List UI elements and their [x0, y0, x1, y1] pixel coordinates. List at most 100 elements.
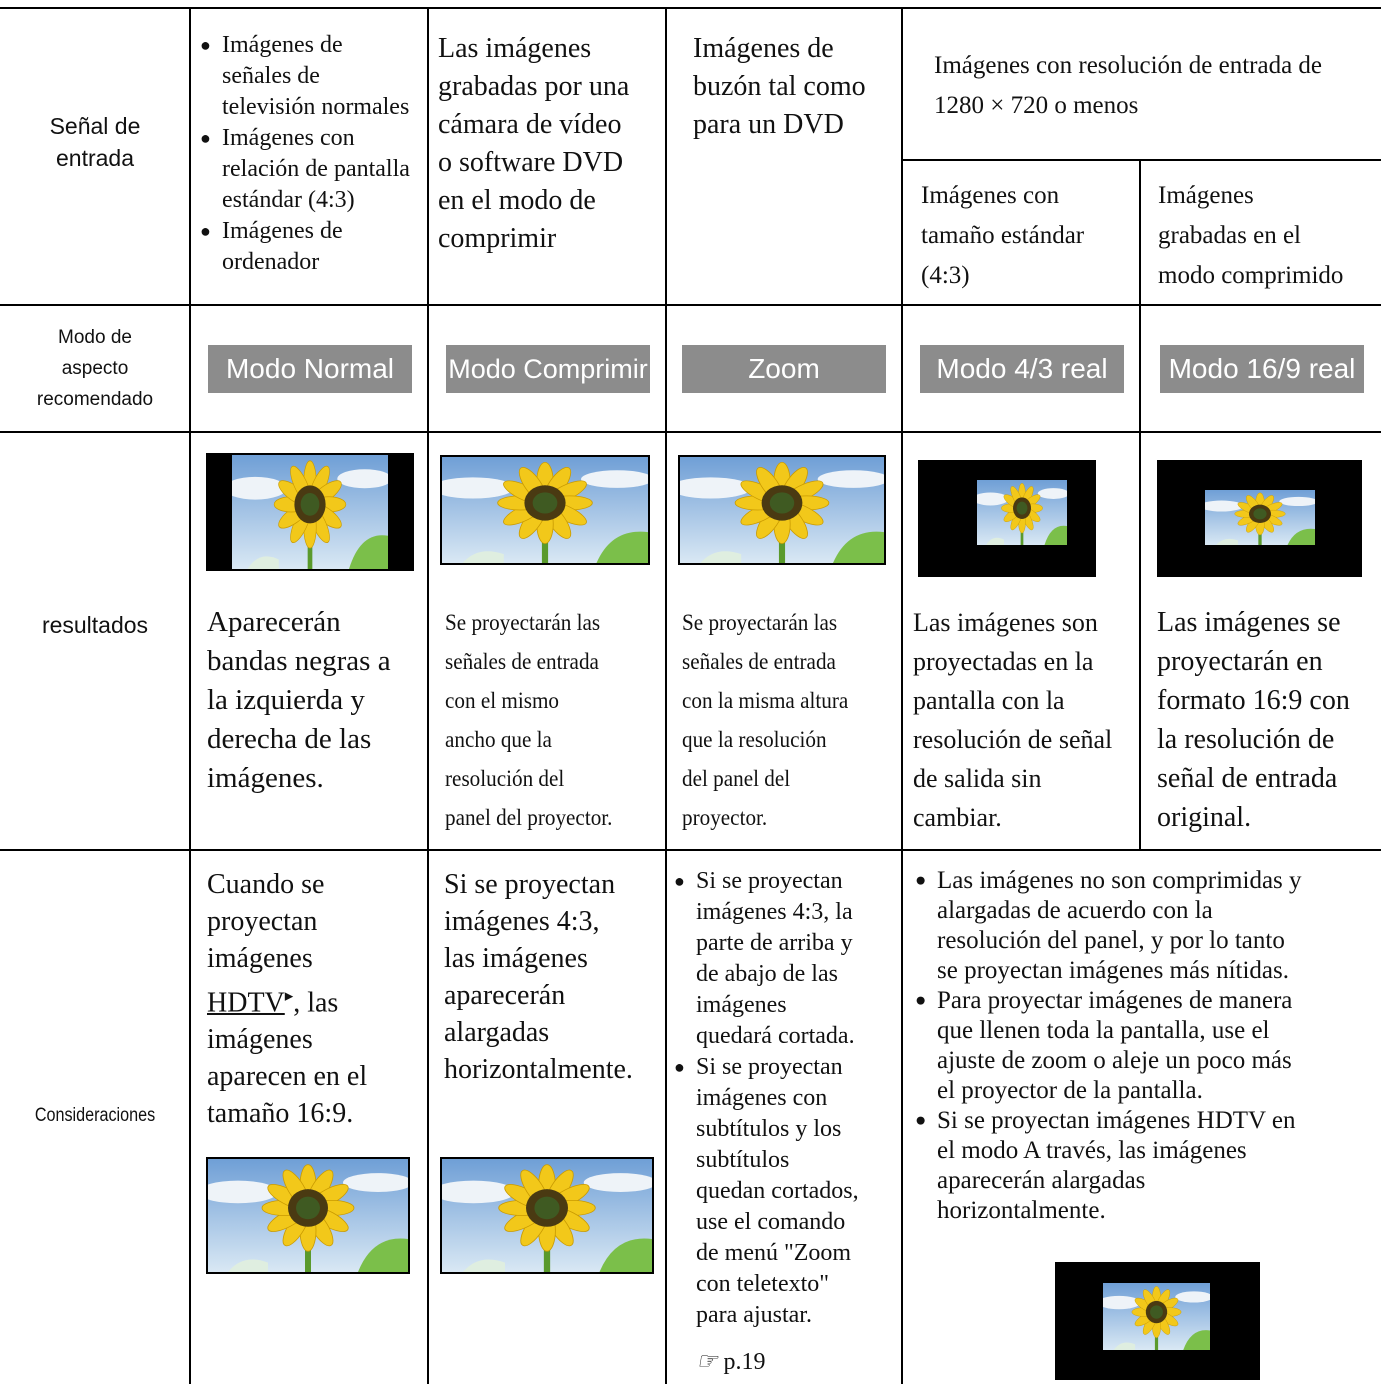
text-line: tamaño 16:9.	[207, 1098, 354, 1130]
text-line: imágenes	[696, 992, 787, 1018]
cell: Se proyectarán las señales de entrada con …	[445, 603, 612, 837]
text-line: Imágenes con	[222, 125, 355, 151]
text-line: proyectadas en la	[913, 647, 1094, 676]
text-line: señales de entrada	[445, 649, 599, 674]
text-line: resolución de señal	[913, 725, 1113, 754]
text-line: Imágenes	[1158, 182, 1254, 209]
consideration-image	[1055, 1262, 1260, 1380]
cell: Imágenes con tamaño estándar (4:3)	[921, 176, 1084, 296]
text-line: de salida sin	[913, 764, 1042, 793]
text-line: que llenen toda la pantalla, use el	[937, 1017, 1270, 1044]
bullet-item: Si se proyectan imágenes 4:3, la parte de …	[674, 866, 859, 1052]
text-line: horizontalmente.	[444, 1054, 633, 1085]
text-line: Si se proyectan	[444, 869, 616, 900]
text-line: resolución del panel, y por lo tanto	[937, 927, 1285, 954]
text-line: se proyectan imágenes más nítidas.	[937, 957, 1289, 984]
row-label: Consideraciones	[34, 1105, 156, 1126]
text-line: Las imágenes se	[1157, 607, 1341, 638]
text-line: Si se proyectan imágenes HDTV en	[937, 1107, 1296, 1134]
cell: Imágenes grabadas en el modo comprimido	[1158, 176, 1343, 296]
cell: Imágenes con resolución de entrada de 128…	[934, 46, 1322, 126]
cell: Cuando se proyectan imágenes HDTV▸, las imág…	[207, 866, 367, 1132]
text-line: de menú "Zoom	[696, 1240, 852, 1266]
text-line: relación de pantalla	[222, 156, 410, 182]
term-link: HDTV	[207, 987, 285, 1019]
text-line: bandas negras a	[207, 645, 391, 677]
text-line: imágenes 4:3,	[444, 906, 600, 937]
text-line: panel del proyector.	[445, 805, 613, 830]
text-line: ancho que la	[445, 727, 552, 752]
text-line: pantalla con la	[913, 686, 1065, 715]
text-line: imágenes	[207, 943, 313, 974]
page-ref: ☞ p.19	[696, 1349, 766, 1375]
consideration-image	[440, 1157, 654, 1274]
text-line: señal de entrada	[1157, 763, 1338, 794]
text-line: grabadas en el	[1158, 222, 1301, 249]
result-image	[206, 453, 414, 571]
text-line: Imágenes de	[222, 218, 343, 244]
text-line: el modo A través, las imágenes	[937, 1137, 1247, 1164]
row-label: Señal de entrada	[0, 110, 190, 174]
text-line: señales de entrada	[682, 649, 836, 674]
text-line: aparecerán alargadas	[937, 1167, 1146, 1194]
arrow-icon: ▸	[284, 986, 294, 1005]
text-line: recomendado	[36, 389, 154, 410]
text-line: proyector.	[682, 805, 768, 830]
text-line: con teletexto"	[696, 1271, 830, 1297]
cell: Las imágenes son proyectadas en la pantall…	[913, 603, 1112, 837]
text-line: en el modo de	[438, 185, 596, 216]
text-line: cámara de vídeo	[438, 109, 622, 140]
text-line: parte de arriba y	[696, 930, 853, 956]
text-line: original.	[1157, 802, 1252, 833]
text-line: imágenes	[207, 1024, 313, 1056]
text-line: imágenes.	[207, 762, 324, 794]
consideration-image	[206, 1157, 410, 1274]
text-line: horizontalmente.	[937, 1197, 1106, 1224]
cell: Imágenes de buzón tal como para un DVD	[693, 30, 866, 144]
text-line: use el comando	[696, 1209, 846, 1235]
text-line: imágenes 4:3, la	[696, 899, 853, 925]
text-line: con la misma altura	[682, 688, 849, 713]
cell: Si se proyectan imágenes 4:3, las imágenes…	[444, 866, 633, 1088]
text-line: Las imágenes no son comprimidas y	[937, 867, 1302, 894]
text-line: entrada	[55, 145, 134, 171]
text-line: quedará cortada.	[696, 1023, 855, 1049]
page-ref-text: p.19	[723, 1349, 766, 1375]
bullet-item: Si se proyectan imágenes con subtítulos y …	[674, 1052, 859, 1331]
text-line: Imágenes de	[693, 33, 834, 64]
text-line: Si se proyectan	[696, 1054, 843, 1080]
text-line: (4:3)	[921, 262, 970, 289]
result-image	[918, 460, 1096, 577]
text-line: proyectan	[207, 906, 318, 937]
bullet-item: Si se proyectan imágenes HDTV en el modo …	[915, 1106, 1302, 1226]
text-line: del panel del	[682, 766, 791, 791]
text: , las	[293, 987, 339, 1019]
cell: Si se proyectan imágenes 4:3, la parte de …	[674, 866, 859, 1331]
bullet-item: Imágenes de ordenador	[200, 216, 410, 278]
text-line: aparecerán	[444, 980, 566, 1011]
cell: Aparecerán bandas negras a la izquierda y d…	[207, 603, 391, 798]
text-line: que la resolución	[682, 727, 827, 752]
text-line: con el mismo	[445, 688, 560, 713]
cell: Las imágenes grabadas por una cámara de ví…	[438, 30, 629, 258]
text-line: Las imágenes son	[913, 608, 1098, 637]
cell: Imágenes de señales de televisión normales…	[200, 30, 410, 278]
bullet-item: Para proyectar imágenes de manera que lle…	[915, 986, 1302, 1106]
text-line: para ajustar.	[696, 1302, 812, 1328]
mode-label: Modo Comprimir	[446, 345, 650, 393]
text-line: quedan cortados,	[696, 1178, 859, 1204]
text-line: Se proyectarán las	[445, 610, 601, 635]
text-line: modo comprimido	[1158, 262, 1344, 289]
text-line: tamaño estándar	[921, 222, 1085, 249]
text-line: Imágenes con resolución de entrada de	[934, 52, 1323, 79]
text-line: alargadas de acuerdo con la	[937, 897, 1213, 924]
text-line: Si se proyectan	[696, 868, 843, 894]
text-line: de abajo de las	[696, 961, 838, 987]
text-line: televisión normales	[222, 94, 410, 120]
text-line: resolución del	[445, 766, 565, 791]
row-label: resultados	[41, 612, 149, 638]
text-line: ajuste de zoom o aleje un poco más	[937, 1047, 1292, 1074]
text-line: Se proyectarán las	[682, 610, 838, 635]
